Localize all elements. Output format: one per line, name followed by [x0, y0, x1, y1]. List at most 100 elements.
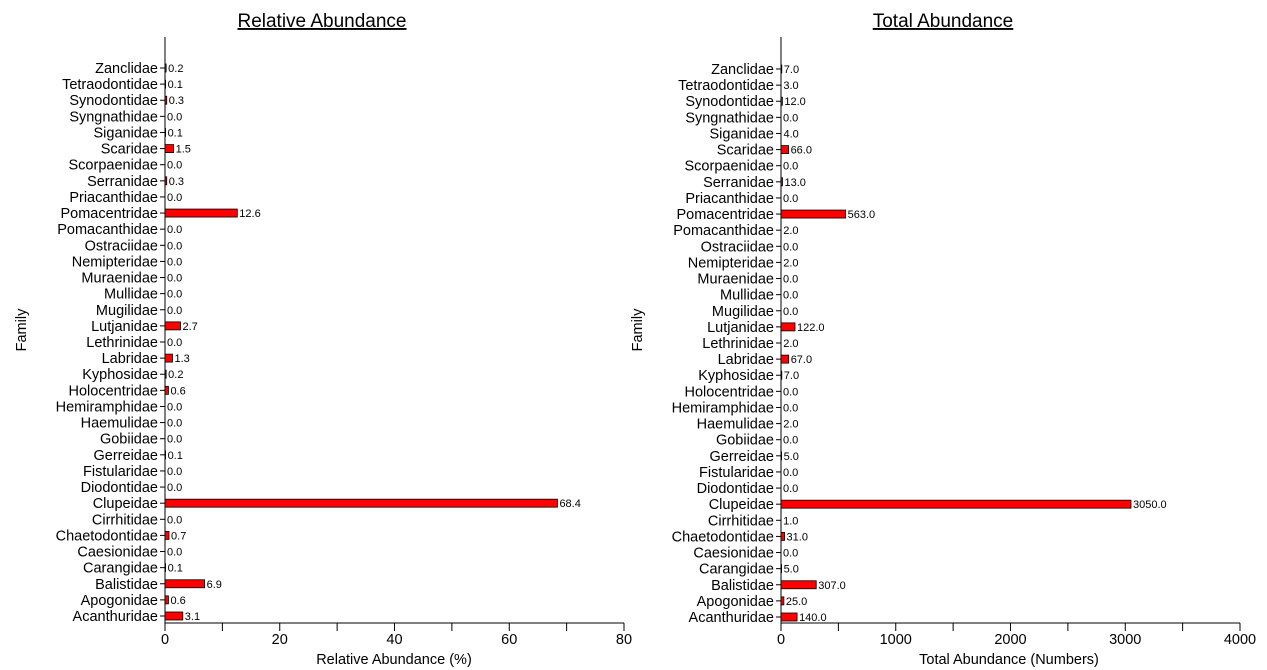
data-label: 0.0 [167, 514, 182, 526]
category-label: Tetraodontidae [62, 77, 158, 93]
category-label: Mullidae [720, 288, 774, 304]
data-label: 0.7 [171, 530, 186, 542]
data-label: 0.0 [167, 482, 182, 494]
data-label: 0.0 [783, 467, 798, 479]
data-label: 7.0 [784, 64, 799, 76]
bar [164, 208, 238, 218]
data-label: 0.0 [167, 401, 182, 413]
bar [164, 531, 170, 540]
data-label: 68.4 [559, 498, 580, 510]
data-label: 3.1 [185, 611, 200, 623]
x-tick-label: 40 [386, 632, 402, 648]
bar [780, 596, 785, 606]
category-label: Acanthuridae [73, 609, 158, 625]
category-label: Tetraodontidae [678, 78, 774, 94]
category-label: Hemiramphidae [56, 399, 158, 415]
data-label: 66.0 [791, 145, 812, 157]
category-label: Diodontidae [697, 481, 774, 497]
category-label: Balistidae [95, 577, 158, 593]
data-label: 1.0 [783, 515, 798, 527]
data-label: 0.0 [167, 289, 182, 301]
data-label: 0.0 [783, 290, 798, 302]
x-axis-label: Relative Abundance (%) [316, 652, 472, 668]
category-label: Holocentridae [685, 384, 774, 400]
bar [780, 96, 783, 106]
data-label: 5.0 [784, 451, 799, 463]
data-label: 0.0 [783, 112, 798, 124]
bar [780, 177, 783, 187]
data-label: 0.0 [167, 160, 182, 172]
x-tick-label: 0 [161, 632, 169, 648]
data-label: 0.0 [783, 274, 798, 286]
category-label: Pomacentridae [676, 207, 774, 223]
category-label: Haemulidae [81, 416, 158, 432]
data-label: 0.0 [167, 224, 182, 236]
category-label: Priacanthidae [69, 190, 158, 206]
data-label: 67.0 [791, 354, 812, 366]
bar [780, 370, 783, 380]
bar [164, 595, 169, 605]
bar [780, 145, 789, 154]
category-label: Haemulidae [697, 417, 774, 433]
data-label: 0.0 [167, 192, 182, 204]
category-label: Lutjanidae [707, 320, 774, 336]
category-label: Cirrhitidae [708, 513, 774, 529]
data-label: 2.0 [783, 338, 798, 350]
x-tick-label: 20 [272, 632, 288, 648]
data-label: 5.0 [784, 564, 799, 576]
data-label: 0.0 [783, 241, 798, 253]
data-label: 0.0 [167, 547, 182, 559]
data-label: 7.0 [784, 370, 799, 382]
total-abundance-chart: Total Abundance 0 1000 2000 3000 4000 Total Ab… [630, 11, 1256, 668]
data-label: 6.9 [207, 579, 222, 591]
category-label: Priacanthidae [685, 191, 774, 207]
category-label: Siganidae [710, 126, 775, 142]
relative-abundance-chart: Relative Abundance 0 20 40 60 80 Relative Abun… [14, 11, 632, 668]
data-label: 4.0 [783, 128, 798, 140]
category-label: Lutjanidae [91, 319, 158, 335]
x-tick-label: 60 [501, 632, 517, 648]
data-label: 0.0 [167, 418, 182, 430]
bar [164, 321, 181, 331]
category-label: Mugilidae [712, 304, 774, 320]
category-label: Fistularidae [699, 465, 774, 481]
category-label: Synodontidae [685, 94, 774, 110]
category-label: Nemipteridae [72, 254, 158, 270]
bar [780, 64, 783, 74]
category-label: Clupeidae [709, 497, 774, 513]
category-label: Apogonidae [697, 594, 774, 610]
category-label: Scaridae [717, 143, 774, 159]
data-label: 3.0 [783, 80, 798, 92]
category-label: Clupeidae [93, 496, 158, 512]
data-label: 0.2 [168, 369, 183, 381]
bar [164, 144, 175, 153]
bar [164, 95, 168, 105]
y-axis-label: Family [14, 308, 30, 351]
category-label: Fistularidae [83, 464, 158, 480]
data-label: 0.0 [167, 111, 182, 123]
category-label: Gerreidae [710, 449, 774, 465]
data-label: 25.0 [786, 596, 807, 608]
category-label: Chaetodontidae [56, 528, 158, 544]
data-label: 0.1 [168, 127, 183, 139]
y-axis-label: Family [630, 308, 646, 351]
category-label: Ostraciidae [701, 239, 774, 255]
data-label: 563.0 [848, 209, 876, 221]
category-label: Siganidae [94, 125, 159, 141]
x-tick-label: 0 [777, 632, 785, 648]
bar [164, 128, 166, 137]
category-label: Kyphosidae [82, 367, 158, 383]
data-label: 0.0 [167, 466, 182, 478]
bar [164, 79, 166, 89]
bar [780, 209, 847, 219]
bar [164, 579, 205, 589]
bar [164, 353, 173, 363]
bar [780, 580, 817, 590]
category-label: Zanclidae [95, 61, 158, 77]
data-label: 0.0 [167, 305, 182, 317]
bar [780, 499, 1132, 509]
data-label: 0.0 [783, 161, 798, 173]
category-label: Zanclidae [711, 62, 774, 78]
category-label: Hemiramphidae [672, 400, 774, 416]
